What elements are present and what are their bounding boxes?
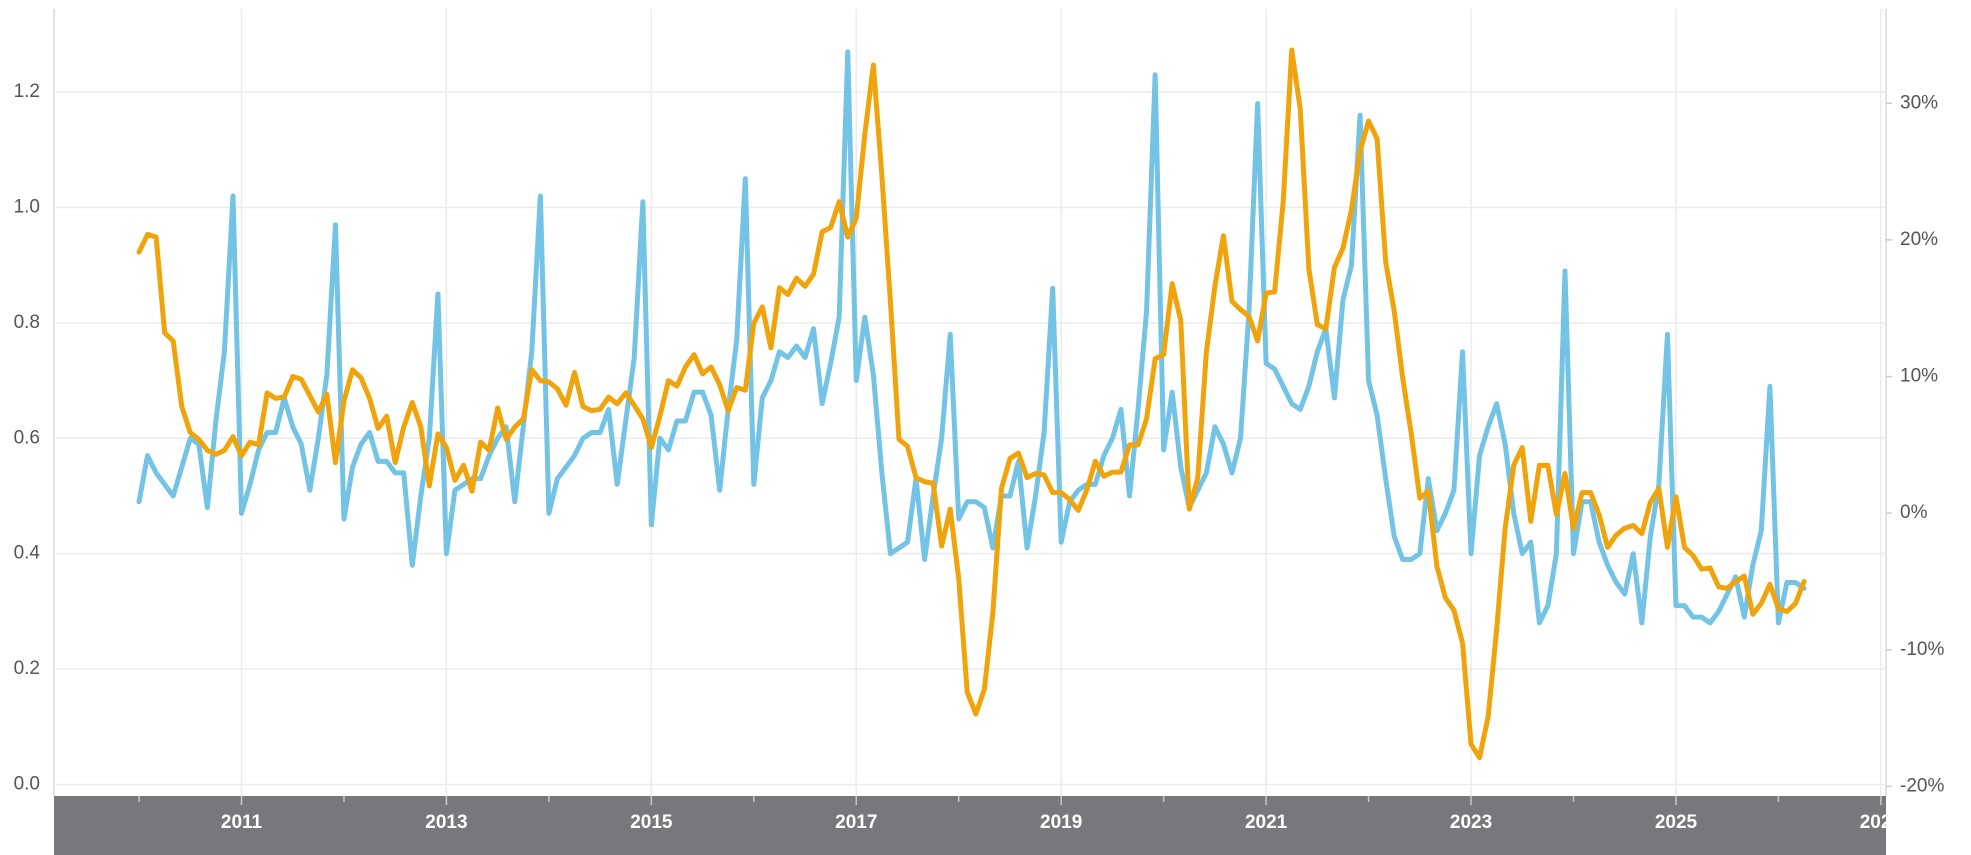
x-axis-band xyxy=(54,796,1886,855)
y-tick-label: 0.8 xyxy=(14,312,40,333)
y-tick-label: 1.0 xyxy=(14,196,40,217)
y2-tick-label: 30% xyxy=(1900,92,1938,113)
x-tick-label: 2013 xyxy=(425,812,467,833)
y2-tick-label: -20% xyxy=(1900,775,1944,796)
x-tick-label: 2017 xyxy=(835,812,877,833)
x-tick-label: 2019 xyxy=(1040,812,1082,833)
x-tick-label: 2025 xyxy=(1655,812,1698,833)
y-tick-label: 0.2 xyxy=(14,658,40,679)
y2-tick-label: 0% xyxy=(1900,502,1928,523)
y2-tick-label: 10% xyxy=(1900,366,1938,387)
y2-tick-label: 20% xyxy=(1900,229,1938,250)
y-tick-label: 0.4 xyxy=(14,543,41,564)
x-tick-label: 2011 xyxy=(221,812,263,833)
y-tick-label: 0.0 xyxy=(14,773,40,794)
x-tick-label: 2027 xyxy=(1860,812,1902,833)
y-tick-label: 1.2 xyxy=(14,81,40,102)
x-tick-label: 2021 xyxy=(1245,812,1288,833)
x-tick-label: 2015 xyxy=(630,812,673,833)
y2-tick-label: -10% xyxy=(1900,639,1944,660)
series-line xyxy=(136,49,1807,626)
series-line xyxy=(136,47,1807,761)
y-tick-label: 0.6 xyxy=(14,427,40,448)
x-tick-label: 2023 xyxy=(1450,812,1492,833)
